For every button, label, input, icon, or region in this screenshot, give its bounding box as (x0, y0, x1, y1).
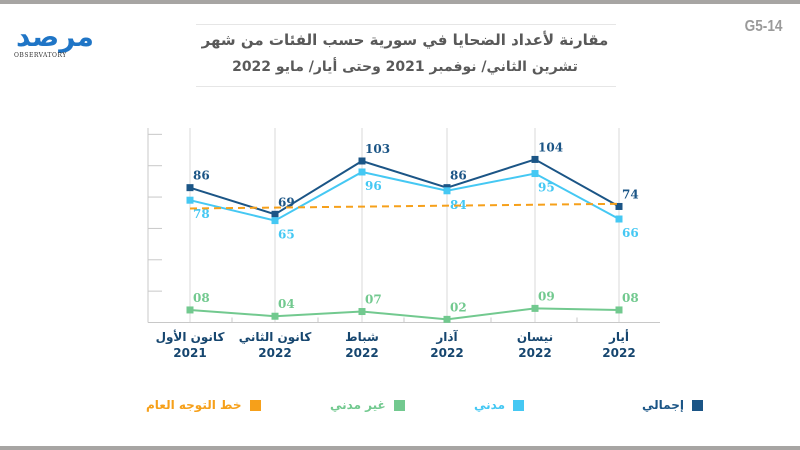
x-tick-label: أيار 2022 (564, 329, 674, 361)
data-label-non_civilian: 08 (622, 291, 639, 305)
data-point-civilian (358, 168, 366, 176)
legend-label-non-civilian: غير مدني (330, 398, 386, 412)
data-point-non_civilian (358, 308, 366, 316)
series-line-civilian (189, 170, 620, 222)
data-point-total (615, 202, 623, 210)
data-label-non_civilian: 08 (193, 291, 210, 305)
data-label-non_civilian: 09 (538, 289, 555, 303)
data-point-non_civilian (186, 306, 194, 314)
data-point-non_civilian (443, 315, 451, 323)
data-point-civilian (186, 196, 194, 204)
legend-swatch-civilian (513, 399, 525, 411)
x-tick-label-year: 2022 (518, 346, 552, 360)
legend-item-civilian: مدني (474, 398, 525, 412)
data-label-civilian: 66 (622, 226, 639, 240)
title-rule-top (196, 24, 616, 25)
data-point-non_civilian (531, 304, 539, 312)
data-point-total (531, 155, 539, 163)
logo: مرصد OBSERVATORY (14, 22, 95, 62)
series-line-non_civilian (189, 307, 620, 321)
top-band (0, 0, 800, 4)
x-tick-label-month: شباط (345, 330, 379, 344)
legend-swatch-trend (249, 399, 261, 411)
legend-swatch-non-civilian (393, 399, 405, 411)
data-label-civilian: 96 (365, 179, 382, 193)
data-label-civilian: 95 (538, 181, 555, 195)
graphic-code: G5-14 (744, 18, 782, 35)
data-label-non_civilian: 04 (278, 297, 295, 311)
data-point-civilian (443, 187, 451, 195)
x-tick-label-month: كانون الثاني (238, 330, 312, 344)
legend-label-civilian: مدني (474, 398, 506, 412)
legend-item-trend: خط التوجه العام (146, 398, 261, 412)
x-tick-label-month: أيار (608, 330, 630, 344)
title-rule-bottom (196, 86, 616, 87)
data-label-total: 74 (622, 187, 639, 201)
legend-label-trend: خط التوجه العام (146, 398, 242, 412)
title-line-2: تشرين الثاني/ نوفمبر 2021 وحتى أيار/ ماي… (232, 59, 578, 75)
data-label-total: 86 (450, 169, 467, 183)
x-tick-label: شباط 2022 (307, 329, 417, 361)
x-tick-label-year: 2021 (173, 346, 207, 360)
x-tick-label-year: 2022 (602, 346, 636, 360)
x-tick-label: نيسان 2022 (480, 329, 590, 361)
x-tick-label-month: كانون الأول (155, 330, 225, 344)
legend-item-non-civilian: غير مدني (330, 398, 405, 412)
data-label-total: 104 (538, 140, 563, 154)
logo-text: مرصد (16, 20, 95, 53)
data-label-civilian: 78 (193, 207, 210, 221)
data-label-total: 86 (193, 169, 210, 183)
bottom-band (0, 446, 800, 450)
x-tick-label: كانون الأول 2021 (135, 329, 245, 361)
title-line-1: مقارنة لأعداد الضحايا في سورية حسب الفئا… (201, 31, 609, 49)
x-tick-label-year: 2022 (258, 346, 292, 360)
data-label-total: 69 (278, 195, 295, 209)
data-point-civilian (271, 217, 279, 225)
data-point-total (358, 157, 366, 165)
data-label-non_civilian: 07 (365, 293, 382, 307)
data-point-civilian (531, 170, 539, 178)
data-label-non_civilian: 02 (450, 300, 467, 314)
legend-swatch-total (691, 399, 703, 411)
x-tick-label-year: 2022 (345, 346, 379, 360)
legend-label-total: إجمالي (642, 398, 684, 412)
data-point-non_civilian (615, 306, 623, 314)
logo-subtext: OBSERVATORY (14, 52, 67, 59)
data-point-total (271, 210, 279, 218)
data-point-civilian (615, 215, 623, 223)
x-tick-label-year: 2022 (430, 346, 464, 360)
data-point-non_civilian (271, 312, 279, 320)
x-tick-label: آذار 2022 (392, 329, 502, 361)
series-line-trend (189, 202, 620, 210)
chart-title: مقارنة لأعداد الضحايا في سورية حسب الفئا… (190, 26, 620, 80)
x-tick-label-month: آذار (436, 330, 458, 344)
x-tick-label-month: نيسان (516, 330, 554, 344)
data-point-total (186, 184, 194, 192)
data-label-total: 103 (365, 142, 390, 156)
legend-item-total: إجمالي (642, 398, 703, 412)
data-label-civilian: 65 (278, 228, 295, 242)
series-line-total (189, 158, 620, 216)
x-tick-label: كانون الثاني 2022 (220, 329, 330, 361)
